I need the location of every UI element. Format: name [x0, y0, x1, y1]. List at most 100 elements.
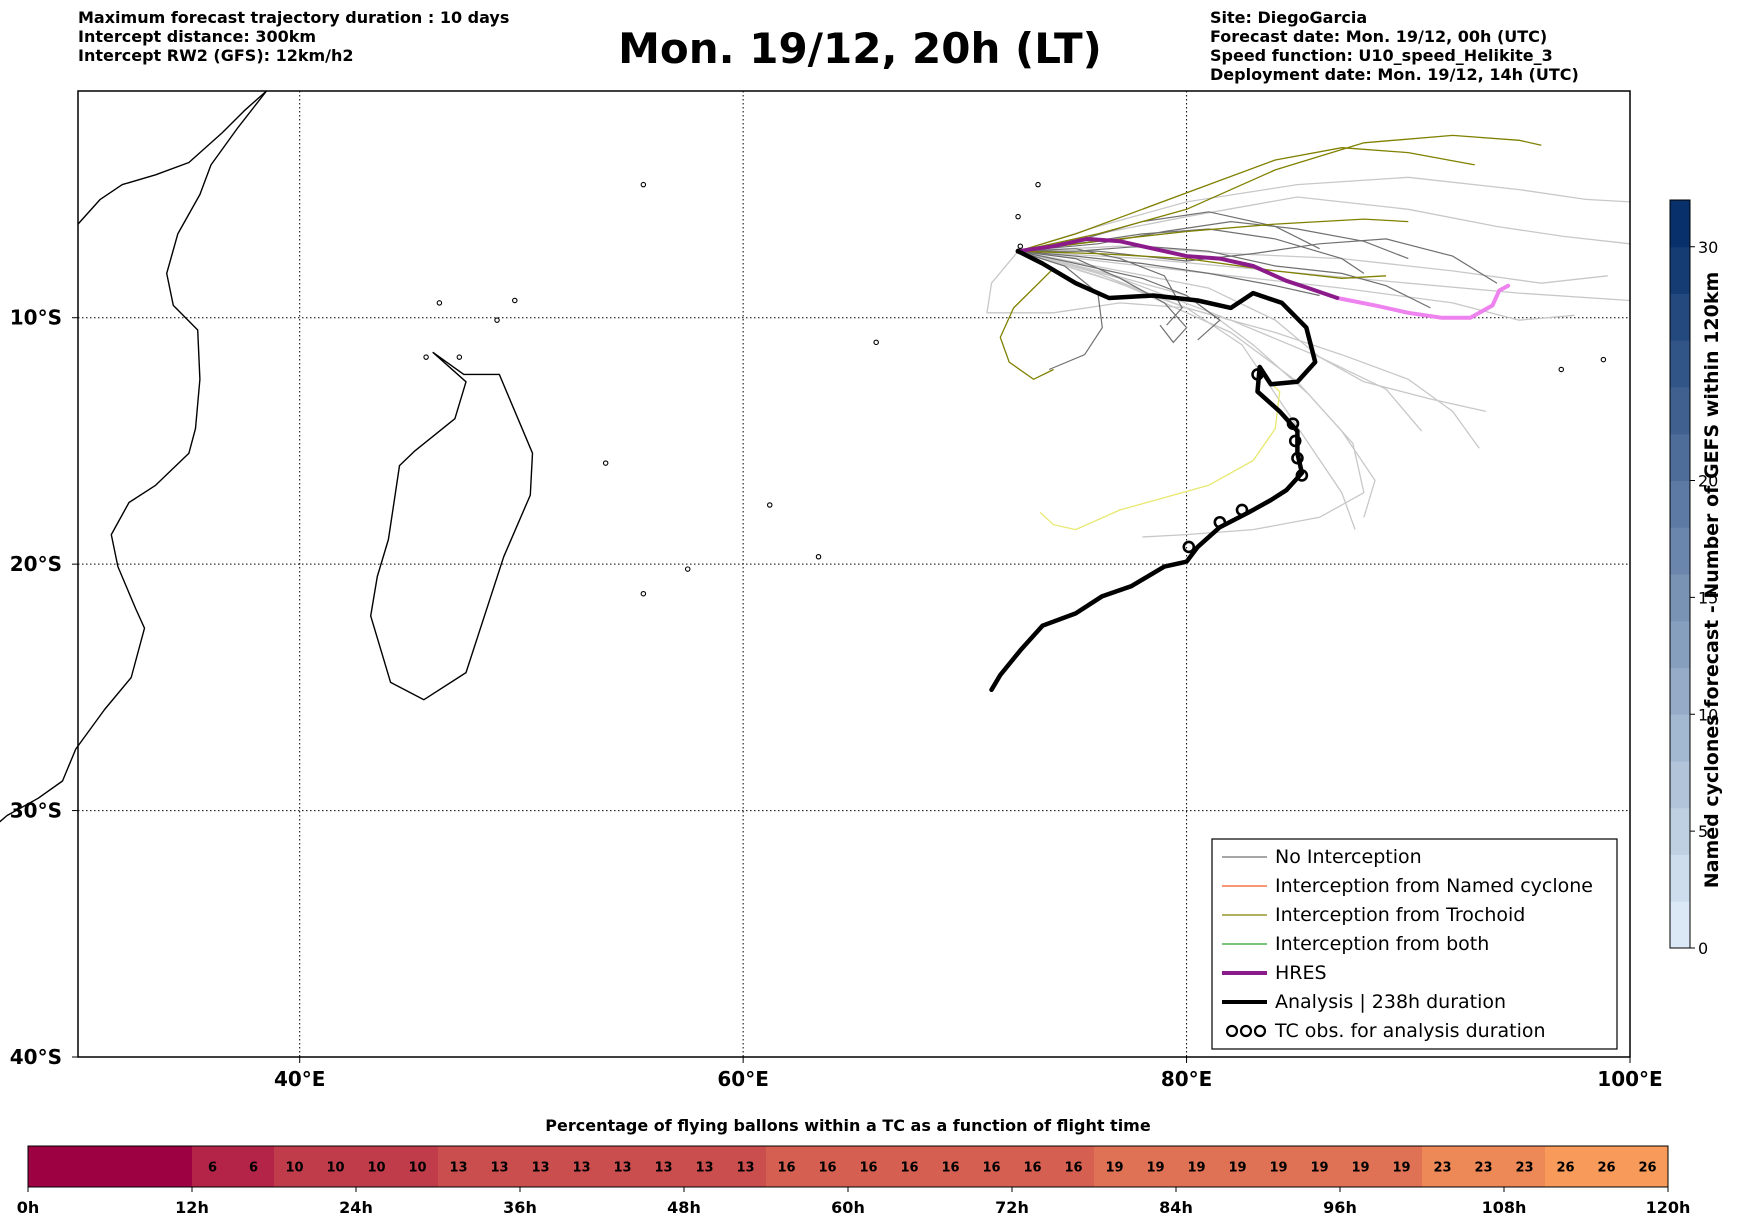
intercept-rw2-line: Intercept RW2 (GFS): 12km/h2 [78, 46, 354, 65]
ensemble-track-trochoid [1017, 147, 1475, 252]
strip-cell-value: 26 [1638, 1161, 1656, 1176]
map-frame [77, 90, 1631, 1058]
colorbar-cell [1670, 340, 1690, 388]
strip-cell-value: 13 [531, 1161, 549, 1176]
forecast-date-line: Forecast date: Mon. 19/12, 00h (UTC) [1210, 27, 1548, 46]
max-duration-line: Maximum forecast trajectory duration : 1… [78, 8, 510, 27]
strip-cell [397, 1146, 439, 1187]
strip-cell [1012, 1146, 1054, 1187]
strip-cell [1504, 1146, 1546, 1187]
strip-tick-label: 48h [667, 1198, 701, 1217]
ensemble-track-no-interception [1018, 250, 1320, 297]
colorbar-cell [1670, 761, 1690, 809]
strip-cell [684, 1146, 726, 1187]
tc-obs-loop [1251, 368, 1264, 381]
coastline [0, 90, 268, 823]
colorbar-tick-label: 30 [1698, 238, 1718, 257]
strip-cell [69, 1146, 111, 1187]
ensemble-track-grey [1017, 176, 1631, 252]
site-line: Site: DiegoGarcia [1210, 8, 1368, 27]
speed-function-line: Speed function: U10_speed_Helikite_3 [1210, 46, 1553, 65]
strip-cell-value: 16 [900, 1161, 918, 1176]
colorbar-tick-label: 0 [1698, 939, 1708, 958]
tc-obs-loop [1291, 451, 1304, 465]
legend-label: No Interception [1275, 846, 1422, 868]
strip-tick-label: 96h [1323, 1198, 1357, 1217]
strip-cell-value: 13 [449, 1161, 467, 1176]
strip-title: Percentage of flying ballons within a TC… [545, 1116, 1151, 1135]
colorbar-cell [1670, 387, 1690, 435]
strip-cell [274, 1146, 316, 1187]
strip-cell-value: 16 [859, 1161, 877, 1176]
strip-cell-value: 19 [1310, 1161, 1328, 1176]
strip-cell-value: 16 [818, 1161, 836, 1176]
colorbar-frame [1669, 199, 1691, 949]
strip-cell [1299, 1146, 1341, 1187]
hres-track [1016, 236, 1340, 300]
colorbar-cell [1670, 246, 1690, 294]
strip-cell-value: 13 [654, 1161, 672, 1176]
tc-obs-loop [1235, 503, 1249, 517]
strip-cell-value: 16 [1023, 1161, 1041, 1176]
strip-cell-value: 10 [326, 1161, 344, 1176]
analysis-track [989, 248, 1318, 693]
colorbar-cell [1670, 667, 1690, 715]
strip-cell [643, 1146, 685, 1187]
island [815, 553, 822, 560]
ensemble-track-grey [1017, 250, 1423, 432]
strip-cell [602, 1146, 644, 1187]
legend-box [1211, 838, 1618, 1050]
colorbar-cell [1670, 574, 1690, 622]
island [766, 502, 773, 508]
island [494, 317, 500, 323]
island [873, 339, 879, 346]
strip-tick-label: 72h [995, 1198, 1029, 1217]
island [1015, 213, 1021, 220]
strip-cell [848, 1146, 890, 1187]
strip-tick-label: 12h [175, 1198, 209, 1217]
strip-cell [520, 1146, 562, 1187]
ensemble-track-grey [1017, 250, 1365, 538]
colorbar-cell [1670, 807, 1690, 855]
x-tick-label: 60°E [717, 1067, 769, 1091]
strip-tick-label: 120h [1646, 1198, 1691, 1217]
colorbar-cell [1670, 293, 1690, 341]
strip-cell-value: 10 [367, 1161, 385, 1176]
strip-cell [1463, 1146, 1505, 1187]
tc-obs-loop [1182, 540, 1196, 554]
ensemble-track-no-interception [1018, 245, 1431, 309]
ensemble-track-no-interception [1017, 250, 1103, 371]
tc-obs-loop [1295, 469, 1309, 482]
legend-label: Interception from Trochoid [1275, 904, 1525, 926]
deployment-date-line: Deployment date: Mon. 19/12, 14h (UTC) [1210, 65, 1579, 84]
strip-tick-label: 84h [1159, 1198, 1193, 1217]
strip-tick-label: 60h [831, 1198, 865, 1217]
colorbar-cell [1670, 901, 1690, 949]
strip-cell [725, 1146, 767, 1187]
legend-label: Interception from both [1275, 933, 1489, 955]
strip-tick-label: 0h [17, 1198, 40, 1217]
strip-cell [1217, 1146, 1259, 1187]
strip-cell-value: 16 [777, 1161, 795, 1176]
strip-cell-value: 23 [1433, 1161, 1451, 1176]
ensemble-track-grey [1018, 250, 1631, 302]
strip-cell-value: 19 [1228, 1161, 1246, 1176]
strip-cell [1094, 1146, 1136, 1187]
ensemble-track-no-interception [1018, 250, 1188, 344]
colorbar-cell [1670, 714, 1690, 762]
strip-cell-value: 6 [208, 1161, 217, 1176]
strip-cell-value: 16 [982, 1161, 1000, 1176]
strip-cell [1053, 1146, 1095, 1187]
ensemble-track-no-interception [1017, 250, 1221, 341]
ensemble-track-no-interception [1018, 238, 1498, 284]
strip-cell [356, 1146, 398, 1187]
intercept-distance-line: Intercept distance: 300km [78, 27, 317, 46]
strip-cell [438, 1146, 480, 1187]
legend-label: Analysis | 238h duration [1275, 991, 1506, 1013]
colorbar-cell [1670, 433, 1690, 481]
strip-cell [1135, 1146, 1177, 1187]
island [1600, 356, 1607, 363]
